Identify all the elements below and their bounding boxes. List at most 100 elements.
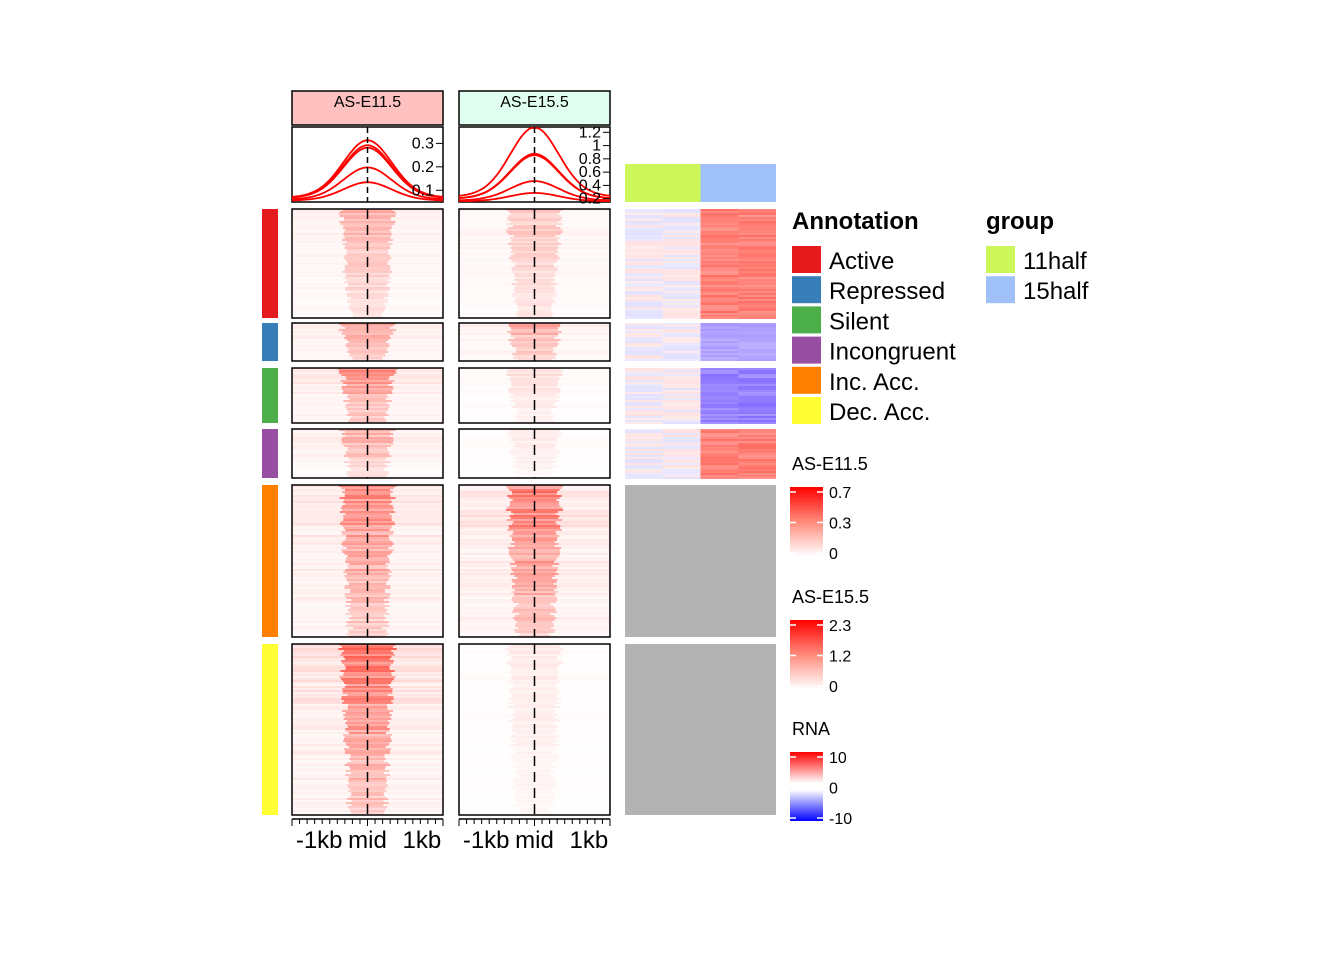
rna-cell — [625, 291, 664, 293]
band-row — [343, 674, 392, 676]
rna-cell — [738, 469, 776, 471]
rna-cell — [662, 225, 701, 227]
rna-cell — [738, 239, 776, 241]
rna-cell — [625, 376, 664, 378]
rna-cell — [738, 213, 776, 215]
rna-cell — [738, 235, 776, 237]
rna-cell — [625, 345, 664, 347]
rna-cell — [738, 457, 776, 459]
band-row-bg — [459, 287, 610, 289]
band-row — [348, 457, 387, 459]
band-row — [348, 704, 387, 706]
rna-cell — [625, 416, 664, 418]
rna-cell — [625, 273, 664, 275]
band-row-bg — [292, 414, 443, 416]
colorbar-tick-label: 0.3 — [829, 516, 851, 533]
rna-cell — [662, 295, 701, 297]
band-row-bg — [459, 351, 610, 353]
rna-cell — [700, 455, 739, 457]
rna-cell — [738, 443, 776, 445]
rna-cell — [625, 253, 664, 255]
band-row — [344, 255, 391, 257]
rna-cell — [738, 231, 776, 233]
rna-cell — [662, 237, 701, 239]
band-row — [514, 287, 555, 289]
band-row — [343, 235, 392, 237]
band-row-bg — [459, 237, 610, 239]
rna-cell — [738, 418, 776, 420]
rna-cell — [662, 431, 701, 433]
rna-cell — [738, 225, 776, 227]
band-row-bg — [292, 335, 443, 337]
rna-cell — [625, 414, 664, 416]
band-row-bg — [459, 239, 610, 241]
rna-cell — [625, 398, 664, 400]
band-row-bg — [459, 255, 610, 257]
rna-cell — [700, 339, 739, 341]
band-row — [344, 736, 391, 738]
heatmap-band-1-0 — [458, 208, 611, 319]
band-row — [340, 223, 395, 225]
rna-cell — [625, 339, 664, 341]
colorbar-tick-label: 0 — [829, 679, 838, 696]
colorbar-tick-label: 0.7 — [829, 485, 851, 502]
rna-cell — [738, 351, 776, 353]
band-row-bg — [292, 750, 443, 752]
band-row-bg — [292, 704, 443, 706]
band-row-bg — [292, 410, 443, 412]
band-row — [348, 349, 387, 351]
rna-cell — [738, 303, 776, 305]
rna-cell — [700, 345, 739, 347]
rna-cell — [700, 233, 739, 235]
band-row — [508, 547, 561, 549]
rna-cell — [662, 463, 701, 465]
rna-cell — [738, 307, 776, 309]
colorbar-tick-label: 0 — [829, 781, 838, 798]
rna-cell — [625, 279, 664, 281]
band-row-bg — [292, 382, 443, 384]
band-row-bg — [459, 720, 610, 722]
band-row-bg — [459, 670, 610, 672]
band-row-bg — [292, 718, 443, 720]
band-row — [346, 396, 389, 398]
rna-cell — [738, 315, 776, 317]
legend-swatch-3 — [792, 336, 821, 364]
rna-cell — [662, 396, 701, 398]
band-row-bg — [292, 527, 443, 529]
rna-cell — [625, 441, 664, 443]
rna-cell — [662, 439, 701, 441]
rna-cell — [738, 353, 776, 355]
rna-cell — [700, 420, 739, 422]
rna-cell — [700, 445, 739, 447]
rna-cell — [662, 283, 701, 285]
band-frame — [291, 484, 444, 638]
band-row-bg — [292, 219, 443, 221]
rna-cell — [662, 213, 701, 215]
rna-cell — [662, 265, 701, 267]
band-row-bg — [292, 511, 443, 513]
band-row-bg — [292, 563, 443, 565]
rna-cell — [662, 259, 701, 261]
band-row-bg — [459, 704, 610, 706]
band-row — [510, 255, 559, 257]
rna-cell — [662, 374, 701, 376]
profile-plot-1: 0.20.40.60.811.2 — [458, 124, 611, 208]
rna-cell — [700, 213, 739, 215]
heatmap-band-0-2 — [291, 367, 444, 424]
rna-cell — [662, 303, 701, 305]
band-row-bg — [459, 547, 610, 549]
band-row — [510, 455, 559, 457]
rna-cell — [738, 337, 776, 339]
band-row-bg — [292, 752, 443, 754]
rna-cell — [625, 388, 664, 390]
band-row-bg — [459, 335, 610, 337]
rna-cell — [738, 255, 776, 257]
rna-cell — [662, 267, 701, 269]
rna-cell — [738, 221, 776, 223]
band-row — [345, 658, 390, 660]
band-row-bg — [292, 380, 443, 382]
rna-cell — [700, 257, 739, 259]
band-row — [344, 686, 391, 688]
band-row — [511, 382, 558, 384]
band-row-bg — [459, 690, 610, 692]
